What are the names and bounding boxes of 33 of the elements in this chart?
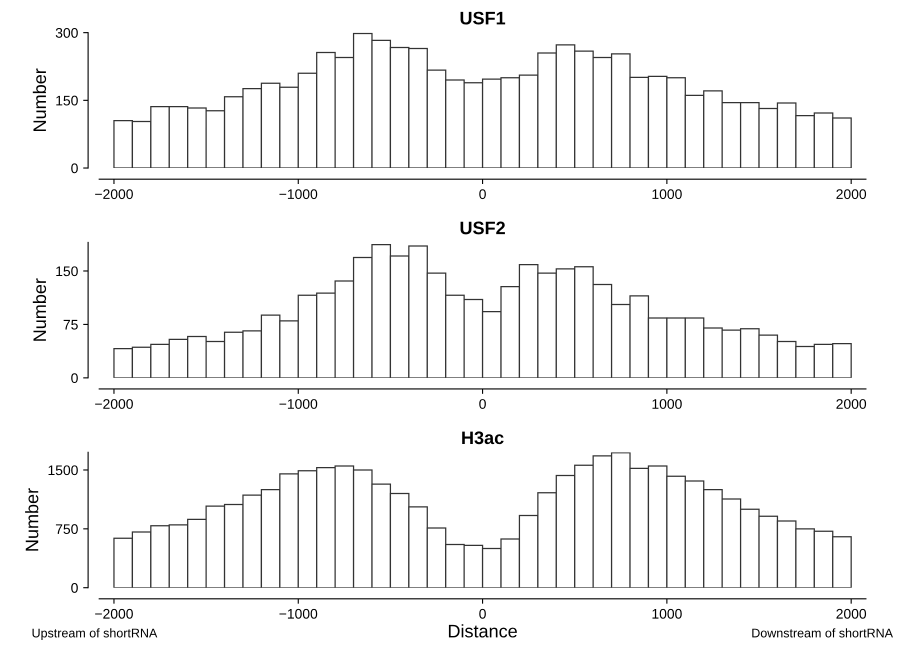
x-tick-label: 2000 [836, 189, 866, 200]
x-tick-label: −2000 [95, 399, 133, 409]
x-tick-label: 1000 [652, 608, 682, 619]
x-tick-label: 0 [479, 608, 486, 619]
y-tick-label: 0 [71, 163, 78, 174]
x-tick-label: 2000 [836, 608, 866, 619]
x-tick-label: −1000 [279, 608, 318, 619]
x-tick-label: −2000 [95, 608, 133, 619]
chart-title: USF1 [460, 12, 506, 24]
x-tick-label: 1000 [652, 189, 682, 200]
y-tick-label: 0 [71, 583, 78, 593]
x-tick-label: 1000 [652, 399, 682, 409]
chart-title: USF2 [460, 222, 505, 234]
x-axis-title: Distance [448, 624, 517, 638]
y-tick-label: 750 [56, 524, 78, 534]
y-axis-title: Number [32, 278, 46, 341]
text: Upstream of shortRNA [32, 628, 158, 640]
y-tick-label: 75 [64, 320, 78, 330]
y-tick-label: 150 [56, 266, 78, 276]
x-tick-label: 2000 [836, 399, 866, 409]
chart-title: H3ac [462, 431, 504, 444]
x-tick-label: −1000 [279, 189, 318, 200]
y-axis-title: Number [32, 68, 46, 131]
y-tick-label: 150 [56, 96, 78, 106]
y-tick-label: 1500 [48, 465, 78, 476]
x-tick-label: 0 [479, 189, 486, 200]
y-axis-title: Number [25, 488, 38, 551]
x-tick-label: 0 [479, 399, 486, 409]
x-tick-label: −2000 [95, 189, 133, 200]
y-tick-label: 300 [56, 28, 78, 38]
y-tick-label: 0 [71, 373, 78, 384]
x-tick-label: −1000 [279, 399, 318, 409]
text: Downstream of shortRNA [752, 628, 893, 638]
